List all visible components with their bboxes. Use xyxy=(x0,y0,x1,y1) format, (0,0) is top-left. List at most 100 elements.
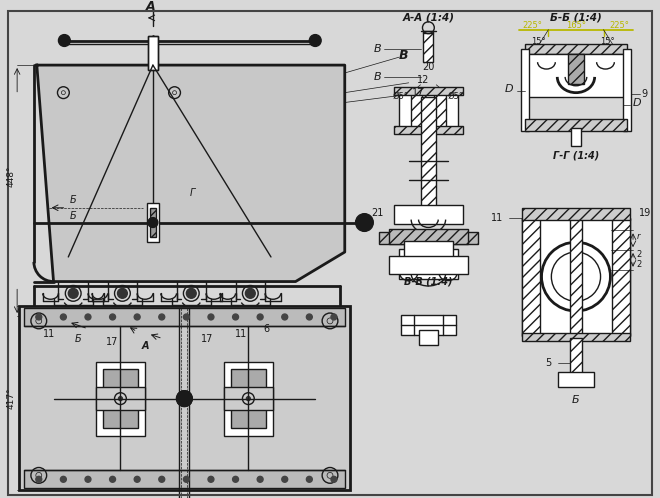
Text: A: A xyxy=(141,341,149,351)
Text: 9: 9 xyxy=(642,89,648,99)
Text: Б: Б xyxy=(572,394,579,404)
Text: 17: 17 xyxy=(106,337,119,347)
Bar xyxy=(525,119,627,131)
Text: 12: 12 xyxy=(417,75,430,85)
Bar xyxy=(389,256,468,274)
Text: В: В xyxy=(374,44,381,54)
Bar xyxy=(103,369,138,428)
Bar xyxy=(148,35,158,70)
Bar xyxy=(558,372,594,387)
Bar xyxy=(570,218,582,336)
Circle shape xyxy=(176,391,192,406)
Circle shape xyxy=(186,288,196,298)
Text: 448°: 448° xyxy=(7,165,16,187)
Circle shape xyxy=(282,477,288,482)
Circle shape xyxy=(257,314,263,320)
Text: r: r xyxy=(637,232,641,241)
Bar xyxy=(224,362,273,436)
Bar xyxy=(522,208,630,220)
Bar xyxy=(148,35,158,70)
Circle shape xyxy=(356,214,374,232)
Text: 165°: 165° xyxy=(566,21,586,30)
Circle shape xyxy=(134,477,140,482)
Circle shape xyxy=(183,314,189,320)
Circle shape xyxy=(232,477,238,482)
Text: 15°: 15° xyxy=(531,37,546,46)
Circle shape xyxy=(208,477,214,482)
Bar xyxy=(389,230,468,244)
Bar xyxy=(612,218,630,336)
Bar xyxy=(394,87,463,95)
Text: Б: Б xyxy=(75,334,81,344)
Text: 15°: 15° xyxy=(600,37,614,46)
Bar xyxy=(230,369,266,428)
Bar xyxy=(150,208,156,237)
Text: 5: 5 xyxy=(545,358,552,368)
Text: 11: 11 xyxy=(236,329,248,339)
Circle shape xyxy=(61,477,66,482)
Bar xyxy=(394,126,463,134)
Bar xyxy=(399,92,458,131)
Bar xyxy=(522,218,540,336)
Text: Ø5°: Ø5° xyxy=(393,92,409,101)
Bar xyxy=(379,233,478,244)
Circle shape xyxy=(110,477,115,482)
Bar xyxy=(424,31,434,62)
Bar xyxy=(521,49,529,131)
Text: A: A xyxy=(146,0,156,12)
Text: 225°: 225° xyxy=(523,21,543,30)
Text: Г: Г xyxy=(189,188,195,198)
Bar xyxy=(404,241,453,259)
Text: 21: 21 xyxy=(371,208,383,218)
Text: 2: 2 xyxy=(636,250,642,259)
Bar xyxy=(422,92,434,131)
Circle shape xyxy=(85,477,91,482)
Text: 6: 6 xyxy=(263,324,269,334)
Circle shape xyxy=(59,34,70,46)
Text: 17: 17 xyxy=(412,88,425,98)
Text: Г-Г (1:4): Г-Г (1:4) xyxy=(553,150,599,161)
Text: D: D xyxy=(505,84,513,94)
Circle shape xyxy=(117,288,127,298)
Bar xyxy=(623,49,631,131)
Text: Б-Б (1:4): Б-Б (1:4) xyxy=(550,13,602,23)
Circle shape xyxy=(246,397,250,400)
Text: Ø5°: Ø5° xyxy=(448,92,464,101)
Bar xyxy=(570,338,582,375)
Text: 19: 19 xyxy=(639,208,651,218)
Circle shape xyxy=(331,314,337,320)
Circle shape xyxy=(183,477,189,482)
Bar xyxy=(19,306,350,490)
Bar xyxy=(522,218,630,336)
Text: Б: Б xyxy=(70,211,77,221)
Circle shape xyxy=(208,314,214,320)
Bar xyxy=(224,387,273,410)
Text: B-B (1:4): B-B (1:4) xyxy=(404,276,453,286)
Circle shape xyxy=(134,314,140,320)
Text: 417°: 417° xyxy=(7,388,16,409)
Bar xyxy=(522,333,630,341)
Text: В: В xyxy=(374,72,381,82)
Circle shape xyxy=(232,314,238,320)
Text: D: D xyxy=(633,99,642,109)
Polygon shape xyxy=(37,65,345,281)
Text: 17: 17 xyxy=(201,334,213,344)
Bar xyxy=(24,471,345,488)
Bar xyxy=(525,54,627,97)
Text: В: В xyxy=(399,49,409,62)
Circle shape xyxy=(310,34,321,46)
Circle shape xyxy=(282,314,288,320)
Bar xyxy=(418,330,438,345)
Circle shape xyxy=(68,288,78,298)
Bar xyxy=(420,97,436,215)
Bar xyxy=(394,205,463,225)
Circle shape xyxy=(61,314,66,320)
Text: 20: 20 xyxy=(422,62,434,72)
Bar xyxy=(147,203,159,242)
Bar xyxy=(96,387,145,410)
Circle shape xyxy=(159,314,165,320)
Circle shape xyxy=(257,477,263,482)
Bar xyxy=(568,54,584,84)
Text: 225°: 225° xyxy=(609,21,629,30)
Bar xyxy=(411,92,446,131)
